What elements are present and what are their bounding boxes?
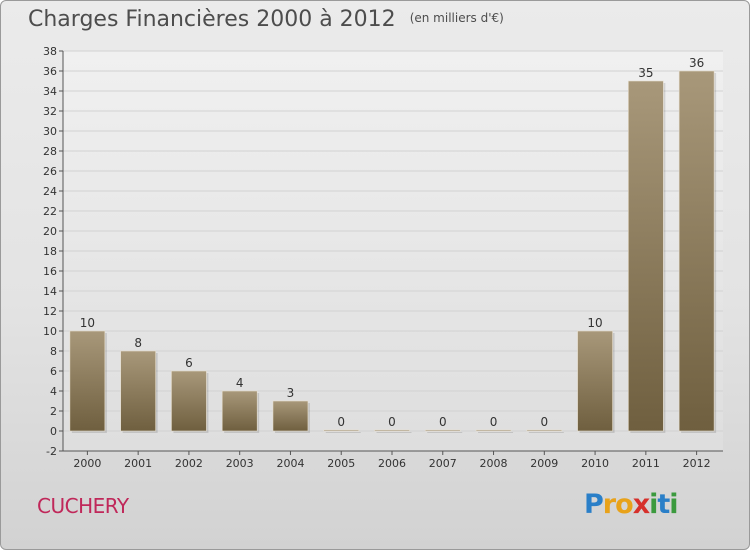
logo-letter: P bbox=[584, 489, 604, 520]
bar-shadow bbox=[478, 432, 514, 433]
bar-shadow bbox=[528, 432, 564, 433]
logo-letter: t bbox=[657, 489, 670, 520]
y-tick-label: 24 bbox=[43, 185, 57, 198]
bar-value-label: 10 bbox=[587, 316, 602, 330]
logo-letter: r bbox=[602, 489, 616, 520]
y-tick-label: 30 bbox=[43, 125, 57, 138]
bar-value-label: 4 bbox=[236, 376, 244, 390]
bar bbox=[577, 330, 613, 432]
x-tick-label: 2005 bbox=[327, 457, 355, 470]
x-tick-label: 2012 bbox=[683, 457, 711, 470]
logo-letter: i bbox=[669, 489, 678, 520]
chart-title: Charges Financières 2000 à 2012 (en milli… bbox=[28, 7, 504, 32]
commune-name: CUCHERY bbox=[37, 494, 129, 518]
x-tick-label: 2008 bbox=[480, 457, 508, 470]
bar-shadow bbox=[427, 432, 463, 433]
y-tick-label: 26 bbox=[43, 165, 57, 178]
y-tick-label: 28 bbox=[43, 145, 57, 158]
bar bbox=[171, 370, 207, 432]
bar-value-label: 8 bbox=[134, 336, 142, 350]
y-tick-label: 10 bbox=[43, 325, 57, 338]
x-tick-label: 2007 bbox=[429, 457, 457, 470]
bar bbox=[678, 70, 715, 432]
bar bbox=[526, 429, 563, 432]
bar-value-label: 3 bbox=[287, 386, 295, 400]
x-tick-label: 2010 bbox=[581, 457, 609, 470]
y-tick-label: 0 bbox=[50, 425, 57, 438]
y-tick-label: 12 bbox=[43, 305, 57, 318]
y-tick-label: 34 bbox=[43, 85, 57, 98]
x-tick-label: 2011 bbox=[632, 457, 660, 470]
bar-value-label: 0 bbox=[439, 415, 447, 429]
bar bbox=[424, 429, 461, 432]
bar-shadow bbox=[376, 432, 412, 433]
y-tick-label: 32 bbox=[43, 105, 57, 118]
y-tick-label: 14 bbox=[43, 285, 57, 298]
y-tick-label: 20 bbox=[43, 225, 57, 238]
bar bbox=[221, 390, 258, 432]
y-tick-label: 16 bbox=[43, 265, 57, 278]
y-tick-label: 2 bbox=[50, 405, 57, 418]
bar bbox=[628, 80, 664, 432]
logo-letter: o bbox=[615, 489, 634, 520]
x-tick-label: 2000 bbox=[73, 457, 101, 470]
y-tick-label: 38 bbox=[43, 45, 57, 58]
bar-value-label: 0 bbox=[337, 415, 345, 429]
x-tick-label: 2006 bbox=[378, 457, 406, 470]
chart-title-text: Charges Financières 2000 à 2012 bbox=[28, 7, 396, 32]
y-tick-label: -2 bbox=[46, 445, 57, 458]
bar-value-label: 0 bbox=[490, 415, 498, 429]
x-tick-label: 2004 bbox=[276, 457, 304, 470]
y-tick-label: 6 bbox=[50, 365, 57, 378]
x-tick-label: 2003 bbox=[226, 457, 254, 470]
x-tick-label: 2001 bbox=[124, 457, 152, 470]
bar bbox=[272, 400, 309, 432]
bar-value-label: 35 bbox=[638, 66, 653, 80]
bar bbox=[323, 429, 360, 432]
bar bbox=[475, 429, 512, 432]
logo-letter: x bbox=[632, 489, 650, 520]
x-tick-label: 2009 bbox=[530, 457, 558, 470]
y-tick-label: 8 bbox=[50, 345, 57, 358]
y-tick-label: 22 bbox=[43, 205, 57, 218]
bar-value-label: 10 bbox=[80, 316, 95, 330]
bar-value-label: 0 bbox=[388, 415, 396, 429]
bar bbox=[374, 429, 410, 432]
bar-value-label: 36 bbox=[689, 56, 704, 70]
x-tick-label: 2002 bbox=[175, 457, 203, 470]
bar-value-label: 0 bbox=[540, 415, 548, 429]
unit-note: (en milliers d'€) bbox=[409, 11, 504, 25]
y-tick-label: 4 bbox=[50, 385, 57, 398]
bar bbox=[120, 350, 156, 432]
y-tick-label: 36 bbox=[43, 65, 57, 78]
logo-letter: i bbox=[649, 489, 658, 520]
bar-value-label: 6 bbox=[185, 356, 193, 370]
bar bbox=[69, 330, 106, 432]
bar-shadow bbox=[325, 432, 361, 433]
y-tick-label: 18 bbox=[43, 245, 57, 258]
proxiti-logo: Proxiti bbox=[584, 489, 679, 520]
